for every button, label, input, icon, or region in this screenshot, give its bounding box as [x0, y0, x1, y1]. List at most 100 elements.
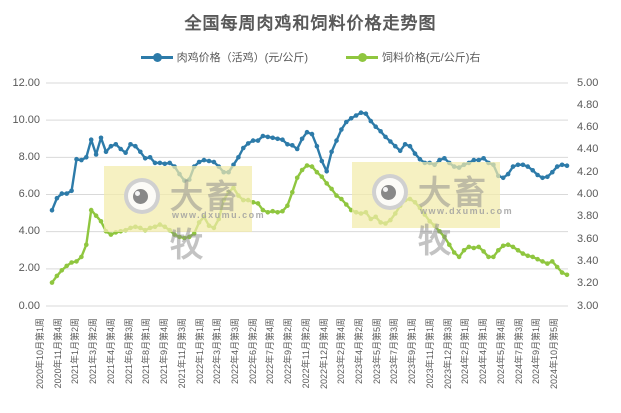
- chicken-price-point: [407, 143, 413, 149]
- chicken-price-point: [471, 157, 477, 163]
- feed-price-point: [108, 232, 114, 237]
- feed-price-point: [54, 273, 60, 279]
- chicken-price-point: [540, 175, 545, 181]
- y-axis-tick-right: 4.40: [577, 143, 599, 156]
- x-axis-tick: 2021年1月第2周: [70, 318, 81, 385]
- chicken-price-point: [74, 156, 79, 162]
- legend: 肉鸡价格（活鸡）(元/公斤) 饲料价格(元/公斤)右: [0, 49, 621, 65]
- feed-price-point: [525, 253, 531, 259]
- feed-price-point: [182, 235, 187, 241]
- chicken-price-point: [59, 191, 65, 196]
- chicken-price-point: [69, 188, 74, 194]
- chicken-price-point: [339, 127, 344, 132]
- x-axis-tick: 2024年5月第4周: [495, 318, 506, 385]
- feed-price-point: [559, 270, 565, 275]
- chicken-price-point: [123, 150, 128, 155]
- chicken-price-point: [348, 116, 354, 121]
- x-axis-tick: 2024年9月第1周: [531, 318, 542, 385]
- chicken-price-point: [520, 162, 526, 168]
- watermark-eye-logo-icon: [124, 178, 160, 214]
- feed-price-point: [79, 254, 84, 260]
- feed-price-point: [59, 268, 65, 273]
- chicken-price-point: [290, 143, 295, 148]
- x-axis-tick: 2023年7月第3周: [389, 318, 400, 385]
- y-axis-tick-right: 3.80: [577, 210, 599, 223]
- feed-price-point: [49, 280, 55, 285]
- feed-price-point: [74, 259, 79, 264]
- x-axis-tick: 2021年9月第4周: [159, 318, 170, 385]
- feed-price-point: [481, 249, 486, 254]
- chicken-price-point: [167, 160, 172, 166]
- x-axis-tick: 2021年3月第2周: [88, 318, 99, 385]
- feed-price-point: [437, 229, 442, 234]
- y-axis-tick-left: 12.00: [12, 76, 40, 89]
- chicken-price-point: [334, 138, 339, 143]
- y-axis-tick-left: 8.00: [18, 150, 40, 163]
- feed-price-point: [491, 254, 496, 260]
- x-axis-tick: 2022年6月第2周: [247, 318, 258, 385]
- x-axis-tick: 2022年3月第1周: [212, 318, 223, 385]
- feed-price-point: [304, 163, 310, 168]
- chicken-price-point: [402, 142, 408, 147]
- watermark-url: www.dxumu.com: [172, 210, 266, 220]
- feed-price-point: [187, 234, 192, 240]
- chicken-price-point: [500, 175, 506, 181]
- feed-price-point: [324, 181, 330, 186]
- chicken-price-point: [329, 149, 334, 155]
- x-axis-tick: 2024年7月第3周: [513, 318, 524, 385]
- chicken-price-point: [393, 143, 398, 149]
- feed-price-point: [545, 261, 550, 266]
- legend-label-chicken: 肉鸡价格（活鸡）(元/公斤): [176, 52, 308, 64]
- chicken-price-point: [108, 143, 114, 149]
- chicken-price-point: [138, 149, 143, 155]
- chart-title: 全国每周肉鸡和饲料价格走势图: [184, 14, 437, 33]
- chicken-price-point: [353, 113, 359, 118]
- feed-price-point: [255, 201, 261, 206]
- x-axis-tick: 2023年4月第2周: [354, 318, 365, 385]
- y-axis-tick-left: 2.00: [18, 262, 40, 275]
- chicken-price-point: [550, 169, 555, 175]
- feed-price-point: [69, 260, 74, 265]
- chicken-price-point: [275, 136, 280, 142]
- x-axis-tick: 2020年10月第1周: [35, 318, 45, 390]
- chicken-price-point: [481, 156, 486, 161]
- feed-price-point: [285, 203, 290, 208]
- legend-marker-chicken-icon: [140, 52, 173, 62]
- chicken-price-point: [54, 195, 60, 201]
- y-axis-tick-right: 5.00: [577, 76, 599, 89]
- chicken-price-point: [535, 172, 540, 178]
- feed-price-point: [84, 242, 89, 247]
- chicken-price-point: [314, 143, 320, 149]
- chicken-price-point: [564, 163, 570, 168]
- x-axis-tick: 2023年11月第1周: [424, 318, 435, 389]
- x-axis-tick: 2024年2月第1周: [460, 318, 471, 385]
- chicken-price-point: [211, 159, 217, 165]
- x-axis-tick: 2022年9月第2周: [283, 318, 294, 385]
- legend-label-feed: 饲料价格(元/公斤)右: [382, 52, 481, 64]
- chicken-price-point: [510, 164, 516, 169]
- chicken-price-point: [196, 159, 202, 165]
- x-axis-tick: 2022年12月第4周: [318, 318, 329, 390]
- x-axis-tick: 2023年9月第1周: [407, 318, 418, 385]
- feed-price-point: [270, 208, 276, 214]
- y-axis-tick-right: 4.20: [577, 165, 599, 178]
- legend-item-chicken-price[interactable]: 肉鸡价格（活鸡）(元/公斤): [140, 49, 308, 65]
- feed-price-point: [64, 263, 69, 269]
- chicken-price-point: [128, 142, 133, 147]
- x-axis-tick: 2021年8月第1周: [141, 318, 152, 385]
- y-axis-tick-right: 3.20: [577, 277, 599, 290]
- x-axis-tick: 2020年11月第4周: [52, 318, 63, 389]
- chicken-price-point: [378, 129, 383, 134]
- chicken-price-point: [324, 169, 330, 174]
- chicken-price-point: [545, 174, 550, 180]
- y-axis-tick-right: 4.00: [577, 188, 599, 200]
- chicken-price-point: [383, 134, 388, 140]
- chicken-price-point: [133, 143, 138, 149]
- chicken-price-point: [147, 155, 153, 160]
- legend-item-feed-price[interactable]: 饲料价格(元/公斤)右: [346, 49, 480, 65]
- chicken-price-point: [250, 138, 256, 143]
- chicken-price-point: [280, 137, 285, 142]
- y-axis-tick-right: 4.60: [577, 121, 599, 134]
- chicken-price-point: [206, 158, 212, 164]
